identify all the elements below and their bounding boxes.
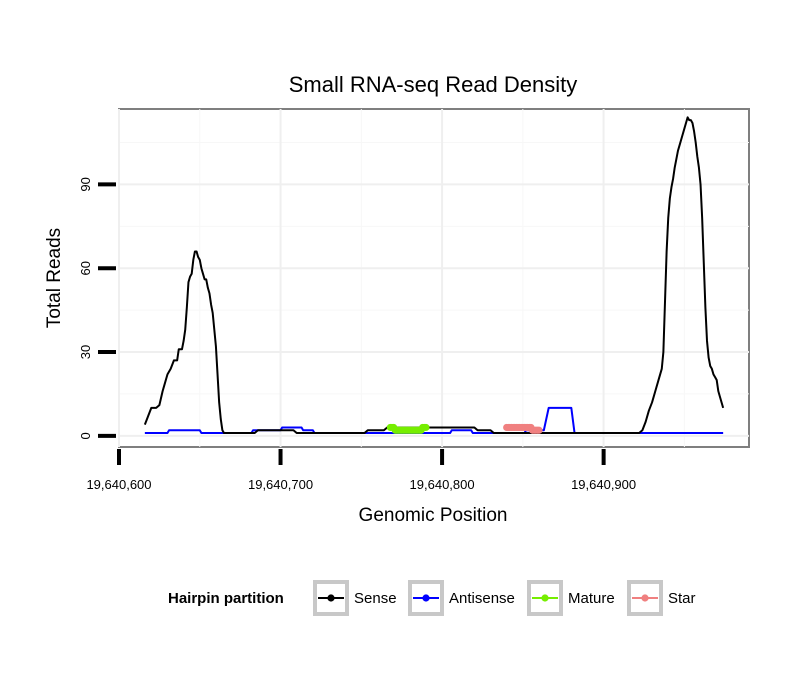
x-tick-label: 19,640,800 — [410, 477, 475, 492]
legend-marker-mature — [541, 594, 549, 602]
plot-panel — [118, 108, 750, 448]
legend-label-antisense: Antisense — [449, 590, 515, 607]
series-layer — [143, 116, 725, 435]
chart-title: Small RNA-seq Read Density — [289, 72, 578, 97]
y-tick-label: 60 — [78, 261, 93, 275]
legend-label-sense: Sense — [354, 590, 397, 607]
x-tick-label: 19,640,900 — [571, 477, 636, 492]
x-axis-title: Genomic Position — [359, 505, 508, 526]
series-line-sense — [143, 116, 725, 435]
grid-lines — [118, 109, 749, 447]
y-tick-label: 30 — [78, 345, 93, 359]
legend-label-star: Star — [668, 590, 696, 607]
legend-marker-sense — [327, 594, 335, 602]
legend-label-mature: Mature — [568, 590, 615, 607]
y-tick-label: 90 — [78, 177, 93, 191]
data-point-star — [535, 426, 543, 434]
y-axis-title: Total Reads — [44, 228, 65, 328]
y-tick-label: 0 — [78, 432, 93, 439]
legend-marker-star — [641, 594, 649, 602]
legend-marker-antisense — [422, 594, 430, 602]
x-tick-label: 19,640,700 — [248, 477, 313, 492]
axes: 0 30 60 90 19,640,600 19,640,700 19,640,800 19,… — [78, 177, 636, 492]
series-line-antisense — [144, 406, 724, 435]
data-point-mature — [422, 423, 430, 432]
legend-title: Hairpin partition — [168, 590, 284, 607]
x-tick-label: 19,640,600 — [86, 477, 151, 492]
legend: Hairpin partition Sense Antisense Mature St… — [168, 580, 696, 616]
